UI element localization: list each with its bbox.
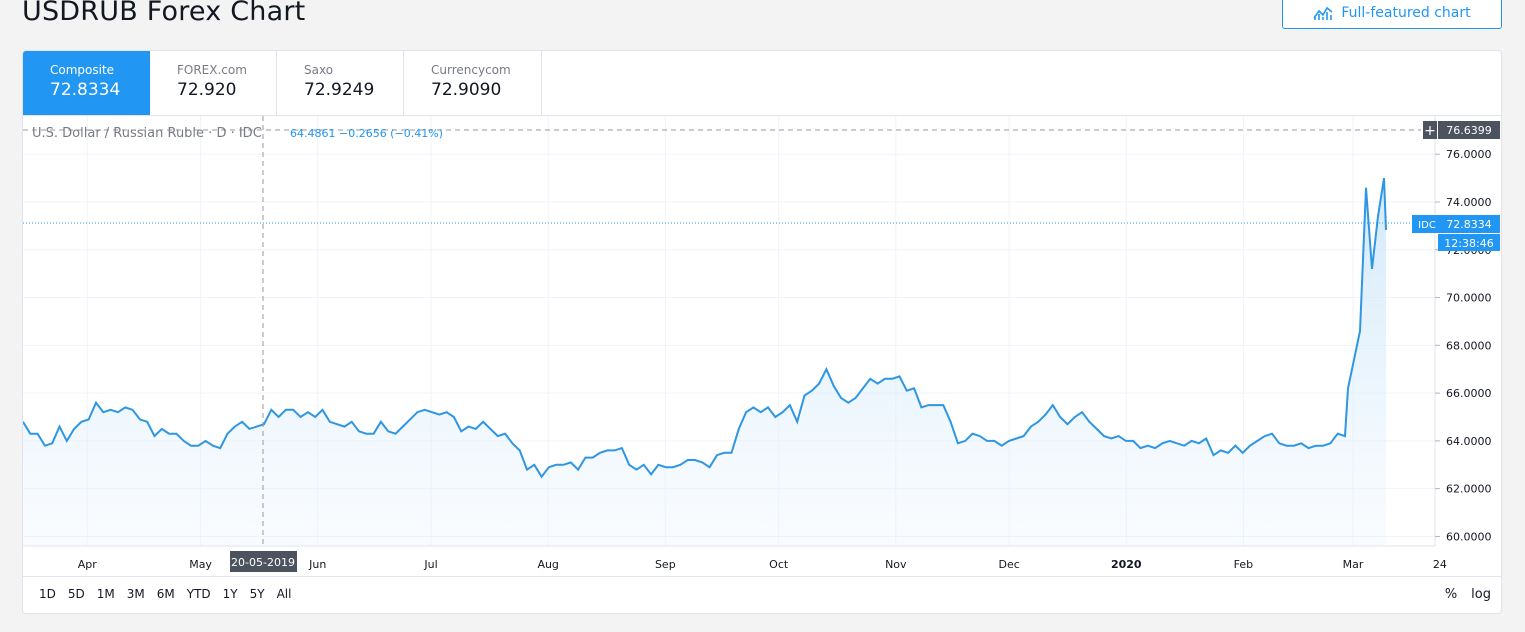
price-area-fill bbox=[23, 178, 1386, 546]
range-5y-button[interactable]: 5Y bbox=[249, 587, 265, 601]
toolbar-divider bbox=[23, 576, 1501, 577]
time-tick-label: May bbox=[189, 558, 212, 571]
price-tick-label: 60.0000 bbox=[1446, 530, 1492, 543]
time-tick-label: 2020 bbox=[1111, 558, 1142, 571]
time-tick-label: Aug bbox=[537, 558, 558, 571]
crosshair-price-tag: + 76.6399 bbox=[1423, 121, 1500, 139]
full-featured-chart-label: Full-featured chart bbox=[1341, 4, 1471, 21]
tab-saxo[interactable]: Saxo 72.9249 bbox=[277, 51, 404, 115]
page-title: USDRUB Forex Chart bbox=[22, 0, 306, 27]
tabs-divider bbox=[23, 115, 1501, 116]
time-tick-label: 24 bbox=[1433, 558, 1447, 571]
tab-currencycom[interactable]: Currencycom 72.9090 bbox=[404, 51, 542, 115]
range-all-button[interactable]: All bbox=[276, 587, 292, 601]
crosshair-date-tag: 20-05-2019 bbox=[230, 551, 297, 572]
tab-value: 72.9249 bbox=[304, 80, 375, 100]
tab-value: 72.9090 bbox=[431, 80, 502, 100]
chart-legend: U.S. Dollar / Russian Ruble · D · IDC 64… bbox=[32, 126, 443, 141]
tab-composite[interactable]: Composite 72.8334 bbox=[23, 51, 150, 115]
range-1d-button[interactable]: 1D bbox=[39, 587, 56, 601]
tab-value: 72.920 bbox=[177, 80, 237, 100]
price-scale[interactable]: 76.000074.000072.000070.000068.000066.00… bbox=[1435, 148, 1492, 543]
range-5d-button[interactable]: 5D bbox=[67, 587, 85, 601]
chart-widget: Composite 72.8334 FOREX.com 72.920 Saxo … bbox=[22, 50, 1502, 614]
time-tick-label: Sep bbox=[655, 558, 676, 571]
price-tick-label: 70.0000 bbox=[1446, 292, 1492, 305]
time-tick-label: Nov bbox=[885, 558, 907, 571]
full-featured-chart-button[interactable]: Full-featured chart bbox=[1282, 0, 1502, 29]
price-tick-label: 68.0000 bbox=[1446, 339, 1492, 352]
tab-forex-com[interactable]: FOREX.com 72.920 bbox=[150, 51, 277, 115]
range-3m-button[interactable]: 3M bbox=[126, 587, 145, 601]
percent-scale-toggle[interactable]: % bbox=[1444, 587, 1458, 602]
range-ytd-button[interactable]: YTD bbox=[186, 587, 211, 601]
time-tick-label: Feb bbox=[1234, 558, 1253, 571]
price-tick-label: 64.0000 bbox=[1446, 435, 1492, 448]
legend-values: 64.4861 −0.2656 (−0.41%) bbox=[290, 127, 443, 140]
scale-options: % log bbox=[1445, 587, 1491, 602]
source-tabs: Composite 72.8334 FOREX.com 72.920 Saxo … bbox=[23, 51, 542, 115]
time-scale[interactable]: Apr May Jun Jul Aug Sep Oct Nov Dec 2020 Feb Mar 24 bbox=[78, 558, 1447, 571]
range-selector: 1D 5D 1M 3M 6M YTD 1Y 5Y All bbox=[37, 587, 299, 601]
crosshair-price: 76.6399 bbox=[1446, 124, 1492, 137]
tab-name: FOREX.com bbox=[177, 63, 247, 77]
last-price-tag: IDC 72.8334 12:38:46 bbox=[1412, 215, 1500, 251]
bar-countdown: 12:38:46 bbox=[1444, 237, 1493, 250]
tab-name: Composite bbox=[50, 63, 115, 77]
time-tick-label: Apr bbox=[78, 558, 98, 571]
chart-icon bbox=[1313, 5, 1333, 21]
price-tick-label: 74.0000 bbox=[1446, 196, 1492, 209]
range-1y-button[interactable]: 1Y bbox=[222, 587, 238, 601]
crosshair-date: 20-05-2019 bbox=[231, 556, 295, 569]
price-tick-label: 62.0000 bbox=[1446, 483, 1492, 496]
time-tick-label: Dec bbox=[999, 558, 1020, 571]
tab-name: Saxo bbox=[304, 63, 334, 77]
price-line bbox=[23, 177, 1387, 479]
time-tick-label: Mar bbox=[1343, 558, 1364, 571]
tab-value: 72.8334 bbox=[50, 80, 121, 100]
range-1m-button[interactable]: 1M bbox=[96, 587, 115, 601]
time-tick-label: Oct bbox=[769, 558, 789, 571]
time-tick-label: Jul bbox=[423, 558, 437, 571]
last-price: 72.8334 bbox=[1446, 218, 1492, 231]
range-6m-button[interactable]: 6M bbox=[156, 587, 175, 601]
plus-icon: + bbox=[1424, 123, 1436, 139]
price-tick-label: 66.0000 bbox=[1446, 387, 1492, 400]
log-scale-toggle[interactable]: log bbox=[1471, 587, 1491, 602]
last-price-source: IDC bbox=[1418, 220, 1436, 231]
price-chart[interactable]: U.S. Dollar / Russian Ruble · D · IDC 64… bbox=[23, 116, 1501, 576]
price-tick-label: 76.0000 bbox=[1446, 148, 1492, 161]
tab-name: Currencycom bbox=[431, 63, 511, 77]
legend-symbol: U.S. Dollar / Russian Ruble · D · IDC bbox=[32, 126, 262, 141]
time-tick-label: Jun bbox=[308, 558, 326, 571]
